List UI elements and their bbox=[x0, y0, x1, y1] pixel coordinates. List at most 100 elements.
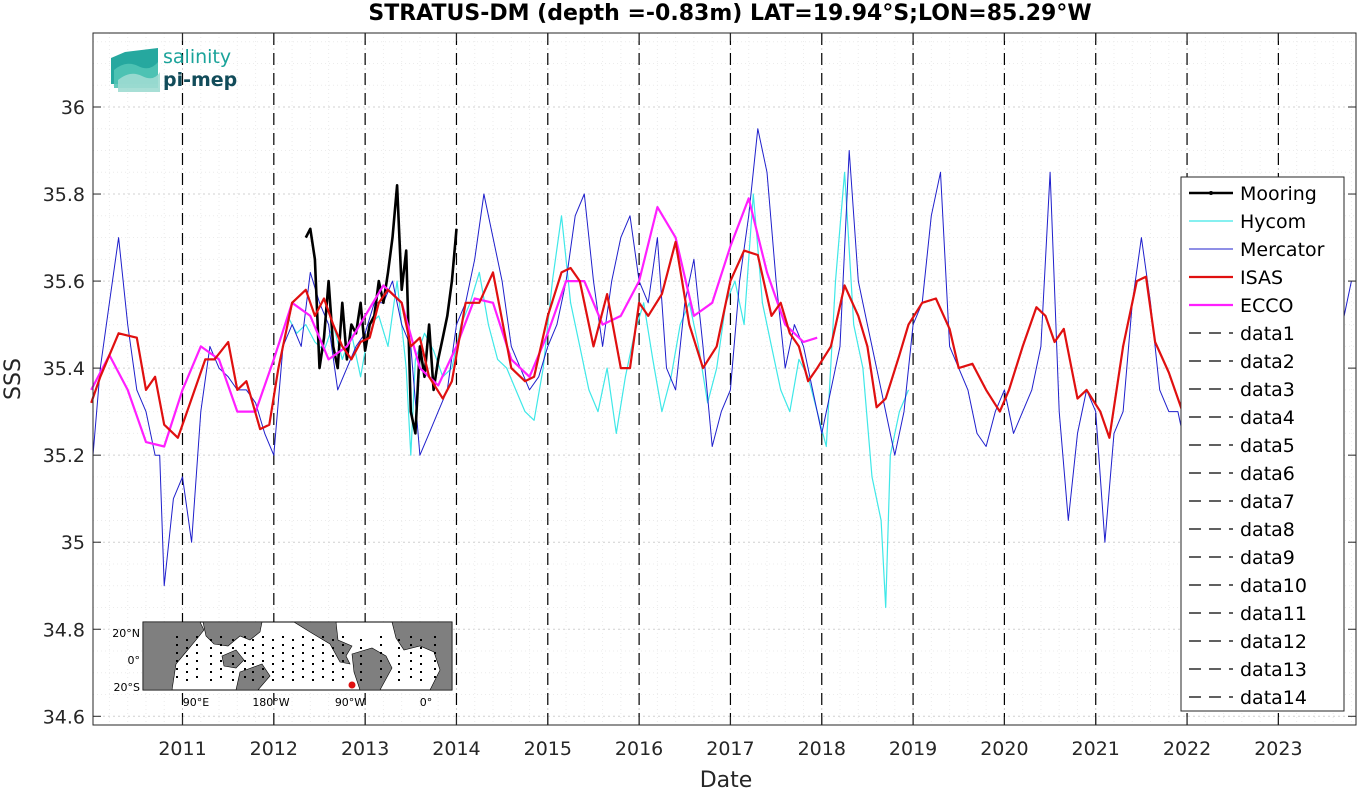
map-site-dot bbox=[262, 636, 264, 638]
legend-label-ecco: ECCO bbox=[1240, 295, 1294, 317]
map-site-dot bbox=[176, 676, 178, 678]
map-site-dot bbox=[322, 636, 324, 638]
legend: Mooring Hycom Mercator ISAS ECCO data1 data2 da… bbox=[1180, 176, 1345, 712]
x-tick-label: 2018 bbox=[798, 738, 846, 760]
series-line-hycom bbox=[277, 171, 910, 609]
y-tick-label: 35.8 bbox=[43, 184, 85, 206]
map-site-dot bbox=[302, 668, 304, 670]
y-tick-label: 35.2 bbox=[43, 445, 85, 467]
map-site-dot bbox=[410, 636, 412, 638]
map-site-dot bbox=[210, 655, 212, 657]
legend-label-data5: data5 bbox=[1240, 435, 1295, 457]
map-site-dot bbox=[398, 639, 400, 641]
map-site-dot bbox=[332, 663, 334, 665]
y-tick-label: 35.4 bbox=[43, 358, 85, 380]
salinity-pimep-logo: salinity pi-mep bbox=[111, 46, 237, 92]
y-tick-label: 35 bbox=[61, 532, 85, 554]
map-site-dot bbox=[332, 639, 334, 641]
map-site-dot bbox=[232, 663, 234, 665]
map-site-dot bbox=[342, 644, 344, 646]
map-site-dot bbox=[312, 679, 314, 681]
map-site-dot bbox=[210, 679, 212, 681]
x-tick-label: 2022 bbox=[1163, 738, 1211, 760]
map-site-dot bbox=[360, 663, 362, 665]
y-tick-label: 35.6 bbox=[43, 271, 85, 293]
map-site-dot bbox=[272, 655, 274, 657]
x-tick-label: 2019 bbox=[889, 738, 937, 760]
x-tick-label: 2020 bbox=[980, 738, 1028, 760]
map-site-dot bbox=[272, 663, 274, 665]
map-site-dot bbox=[232, 671, 234, 673]
map-site-dot bbox=[292, 679, 294, 681]
map-site-dot bbox=[186, 663, 188, 665]
legend-label-data4: data4 bbox=[1240, 407, 1295, 429]
map-site-dot bbox=[244, 636, 246, 638]
map-site-dot bbox=[252, 663, 254, 665]
legend-label-data7: data7 bbox=[1240, 491, 1295, 513]
map-site-dot bbox=[380, 668, 382, 670]
station-location-marker bbox=[348, 681, 356, 689]
legend-label-data14: data14 bbox=[1240, 687, 1307, 709]
legend-label-data11: data11 bbox=[1240, 603, 1307, 625]
map-site-dot bbox=[262, 644, 264, 646]
map-site-dot bbox=[272, 647, 274, 649]
map-site-dot bbox=[332, 647, 334, 649]
map-site-dot bbox=[410, 660, 412, 662]
legend-label-data2: data2 bbox=[1240, 351, 1295, 373]
map-site-dot bbox=[196, 668, 198, 670]
map-site-dot bbox=[282, 636, 284, 638]
map-site-dot bbox=[232, 647, 234, 649]
map-site-dot bbox=[176, 644, 178, 646]
y-axis-ticks: 34.6 34.8 35 35.2 35.4 35.6 35.8 36 bbox=[43, 97, 1356, 728]
map-site-dot bbox=[210, 647, 212, 649]
map-site-dot bbox=[282, 652, 284, 654]
map-site-dot bbox=[244, 644, 246, 646]
grid bbox=[93, 33, 1356, 725]
map-site-dot bbox=[322, 660, 324, 662]
map-site-dot bbox=[176, 652, 178, 654]
map-site-dot bbox=[332, 679, 334, 681]
legend-label-data1: data1 bbox=[1240, 323, 1295, 345]
map-site-dot bbox=[220, 676, 222, 678]
map-site-dot bbox=[210, 671, 212, 673]
svg-text:0°: 0° bbox=[420, 696, 433, 709]
map-site-dot bbox=[312, 671, 314, 673]
map-site-dot bbox=[410, 652, 412, 654]
map-site-dot bbox=[232, 639, 234, 641]
x-tick-label: 2017 bbox=[706, 738, 754, 760]
map-site-dot bbox=[252, 671, 254, 673]
map-site-dot bbox=[312, 655, 314, 657]
svg-text:20°S: 20°S bbox=[114, 681, 140, 694]
map-site-dot bbox=[186, 679, 188, 681]
map-site-dot bbox=[342, 668, 344, 670]
legend-label-data8: data8 bbox=[1240, 519, 1295, 541]
map-site-dot bbox=[292, 639, 294, 641]
y-tick-label: 34.6 bbox=[43, 706, 85, 728]
map-site-dot bbox=[380, 676, 382, 678]
map-site-dot bbox=[186, 639, 188, 641]
legend-label-isas: ISAS bbox=[1240, 267, 1283, 289]
map-landmasses bbox=[142, 621, 453, 691]
map-site-dot bbox=[420, 647, 422, 649]
x-tick-label: 2016 bbox=[615, 738, 663, 760]
map-site-dot bbox=[176, 668, 178, 670]
map-site-dot bbox=[210, 639, 212, 641]
map-site-dot bbox=[380, 644, 382, 646]
map-site-dot bbox=[312, 647, 314, 649]
legend-label-data3: data3 bbox=[1240, 379, 1295, 401]
map-site-dot bbox=[360, 647, 362, 649]
map-site-dot bbox=[210, 663, 212, 665]
map-site-dot bbox=[420, 679, 422, 681]
logo-text-line1: salinity bbox=[163, 46, 231, 68]
map-site-dot bbox=[434, 660, 436, 662]
map-latitude-labels: 20°N 0° 20°S bbox=[112, 627, 140, 694]
wave-logo-icon bbox=[111, 48, 160, 92]
map-site-dot bbox=[292, 663, 294, 665]
x-tick-label: 2015 bbox=[524, 738, 572, 760]
map-site-dot bbox=[282, 668, 284, 670]
map-site-dot bbox=[292, 655, 294, 657]
map-site-dot bbox=[398, 655, 400, 657]
legend-marker-mooring bbox=[1209, 191, 1213, 195]
map-site-dot bbox=[434, 652, 436, 654]
svg-text:90°E: 90°E bbox=[183, 696, 209, 709]
